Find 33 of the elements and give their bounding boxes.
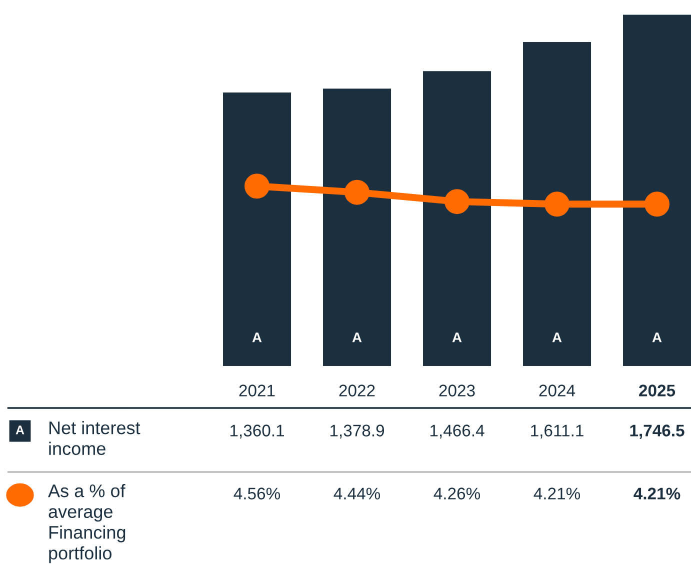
annotation: A (652, 332, 662, 342)
data-label: 1,378.9 (330, 424, 384, 438)
point (644, 192, 670, 217)
legend-label: As a % of average Financing portfolio (48, 484, 126, 564)
x-tick-label: 2022 (339, 384, 375, 396)
bar (323, 88, 391, 366)
data-label: 1,746.5 (630, 424, 684, 439)
data-label: 4.56% (234, 488, 280, 500)
point (344, 180, 370, 205)
data-label: 1,466.4 (430, 424, 484, 438)
x-tick-label: 2024 (539, 384, 576, 396)
data-label: 1,611.1 (531, 424, 584, 438)
x-tick-label: 2025 (639, 384, 676, 396)
annotation: A (452, 332, 462, 342)
data-label: 4.21% (534, 488, 580, 500)
point (444, 189, 470, 214)
x-tick-label: 2023 (439, 384, 475, 396)
point (544, 192, 570, 217)
data-label: 4.44% (334, 488, 380, 500)
annotation: A (352, 332, 362, 342)
x-tick-label: 2021 (239, 384, 275, 396)
legend-label: Net interest income (49, 421, 140, 456)
annotation: A (552, 332, 562, 342)
bar (223, 92, 291, 366)
point (244, 174, 270, 199)
bar (623, 14, 691, 366)
bar (423, 71, 491, 366)
data-label: 4.26% (434, 488, 480, 500)
data-label: 1,360.1 (230, 424, 284, 438)
data-label: 4.21% (634, 488, 680, 500)
annotation: A (252, 332, 262, 342)
bar (523, 42, 591, 366)
text: A (16, 426, 24, 434)
